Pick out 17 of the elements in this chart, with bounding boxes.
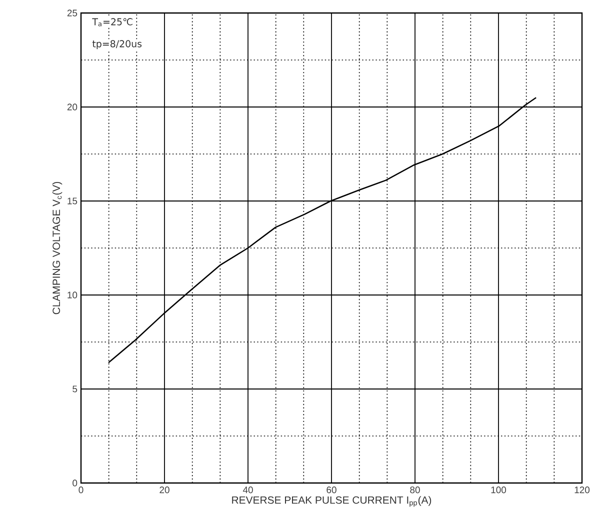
x-tick-label: 80 [410,486,420,494]
y-tick-label: 0 [72,480,78,486]
x-tick-label: 20 [160,486,170,494]
x-tick-label: 100 [491,486,506,494]
y-tick-label: 5 [72,386,78,392]
x-tick-label: 120 [574,486,590,494]
annotation: tp=8/20us [92,40,142,50]
y-tick-label: 15 [68,198,78,204]
x-tick-label: 40 [242,486,253,494]
x-tick-label: 60 [326,486,336,494]
y-tick-label: 25 [67,10,78,16]
y-tick-label: 20 [67,104,78,110]
x-tick-label: 0 [78,486,84,494]
y-tick-label: 10 [68,292,78,298]
y-axis-title: CLAMPING VOLTAGE V$_{c}$(V) [52,182,62,314]
annotation: T$_{a}$=25℃ [92,18,132,26]
x-axis-title: REVERSE PEAK PULSE CURRENT I$_{pp}$(A) [232,496,432,507]
